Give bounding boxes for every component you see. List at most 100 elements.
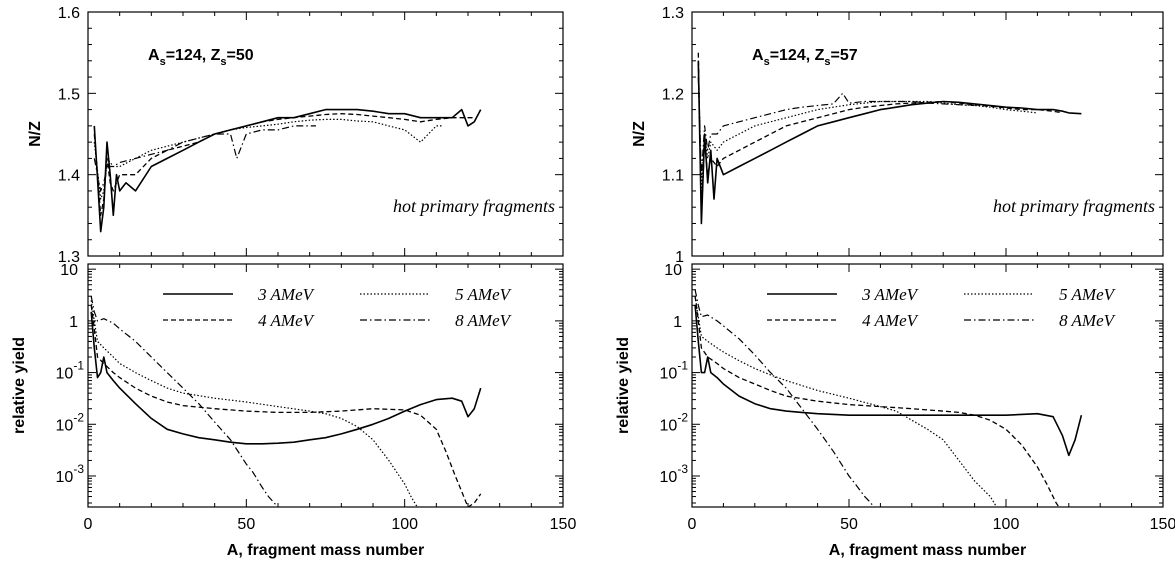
- annotation: hot primary fragments: [993, 196, 1155, 216]
- x-tick-label: 50: [237, 516, 255, 533]
- series-line-8-amev: [694, 289, 875, 507]
- x-tick-label: 100: [993, 516, 1020, 533]
- label-sub-s: s: [220, 56, 226, 68]
- legend-label: 5 AMeV: [1059, 285, 1117, 304]
- y-tick-base: 10: [56, 366, 74, 383]
- y-tick-base: 1: [673, 314, 682, 331]
- label-end: =50: [227, 47, 254, 64]
- legend-label: 8 AMeV: [1059, 311, 1117, 330]
- series-line-8-amev: [90, 296, 279, 507]
- y-axis-label: N/Z: [631, 121, 648, 147]
- y-tick-label: 10-1: [56, 359, 85, 383]
- y-tick-base: 10: [56, 417, 74, 434]
- y-tick-exponent: -1: [677, 359, 688, 373]
- y-tick-label: 10: [60, 262, 78, 279]
- y-tick-base: 1: [69, 314, 78, 331]
- label-sub-s: s: [764, 56, 770, 68]
- y-tick-exponent: -3: [677, 462, 688, 476]
- x-axis-label: A, fragment mass number: [227, 542, 424, 559]
- x-tick-label: 150: [550, 516, 577, 533]
- y-tick-label: 10: [664, 262, 682, 279]
- label-mid: =124, Z: [166, 47, 221, 64]
- y-tick-base: 10: [56, 469, 74, 486]
- series-line-8-amev: [93, 125, 316, 192]
- panel-left-top: 1.3 1.4 1.5 1.6 N/Z hot primary fragments: [27, 5, 564, 266]
- series-line-5-amev: [90, 300, 418, 507]
- y-tick-label: 10-3: [660, 462, 689, 486]
- y-tick-label: 1.5: [58, 86, 80, 103]
- legend-label: 3 AMeV: [257, 285, 316, 304]
- series-line-4-amev: [90, 305, 482, 507]
- x-tick-label: 0: [688, 516, 697, 533]
- y-tick-base: 10: [60, 262, 78, 279]
- y-tick-base: 10: [660, 417, 678, 434]
- y-axis-label: relative yield: [615, 337, 632, 434]
- legend: 3 AMeV 4 AMeV 5 AMeV 8 AMeV: [767, 285, 1117, 330]
- series-line-4-amev: [694, 296, 1060, 507]
- y-tick-label: 1: [675, 249, 684, 266]
- x-tick-label: 0: [84, 516, 93, 533]
- series-line-3-amev: [90, 311, 482, 445]
- series-line-5-amev: [694, 296, 998, 507]
- series-group: [90, 296, 482, 507]
- x-tick-label: 100: [391, 516, 418, 533]
- series-line-3-amev: [697, 60, 1082, 225]
- y-tick-label: 10-2: [660, 410, 689, 434]
- y-tick-label: 1.1: [662, 168, 684, 185]
- y-tick-label: 1.3: [662, 5, 684, 22]
- series-line-5-amev: [697, 60, 1038, 192]
- y-tick-label: 1.3: [58, 249, 80, 266]
- series-line-8-amev: [697, 77, 975, 176]
- y-tick-exponent: -2: [677, 410, 688, 424]
- y-tick-label: 1.4: [58, 168, 80, 185]
- legend-label: 4 AMeV: [862, 311, 920, 330]
- y-axis-label: relative yield: [11, 337, 28, 434]
- label-a: A: [148, 47, 160, 64]
- series-group: [694, 289, 1083, 507]
- label-a: A: [752, 47, 764, 64]
- y-tick-label: 1.2: [662, 86, 684, 103]
- legend-label: 4 AMeV: [258, 311, 316, 330]
- legend: 3 AMeV 4 AMeV 5 AMeV 8 AMeV: [163, 285, 513, 330]
- legend-label: 8 AMeV: [455, 311, 513, 330]
- annotation: hot primary fragments: [393, 196, 555, 216]
- y-tick-label: 1: [673, 314, 682, 331]
- series-line-4-amev: [697, 52, 1063, 216]
- series-group: [93, 108, 482, 233]
- plot-frame: [691, 11, 1164, 257]
- y-tick-label: 1: [69, 314, 78, 331]
- y-tick-label: 10-1: [660, 359, 689, 383]
- panel-label-left: As=124, Zs=50: [148, 47, 254, 68]
- y-tick-exponent: -3: [73, 462, 84, 476]
- y-tick-base: 10: [664, 262, 682, 279]
- y-tick-base: 10: [660, 469, 678, 486]
- y-tick-exponent: -2: [73, 410, 84, 424]
- label-sub-s: s: [160, 56, 166, 68]
- y-tick-base: 10: [660, 366, 678, 383]
- series-group: [697, 52, 1082, 225]
- label-end: =57: [831, 47, 858, 64]
- label-mid: =124, Z: [770, 47, 825, 64]
- x-tick-label: 50: [840, 516, 858, 533]
- series-line-3-amev: [694, 305, 1083, 457]
- x-axis-label: A, fragment mass number: [829, 542, 1026, 559]
- plot-frame: [691, 263, 1164, 508]
- series-line-4-amev: [93, 113, 475, 216]
- series-line-5-amev: [93, 118, 443, 200]
- plot-frame: [87, 263, 564, 508]
- y-tick-label: 10-3: [56, 462, 85, 486]
- label-sub-s: s: [824, 56, 830, 68]
- y-tick-exponent: -1: [73, 359, 84, 373]
- legend-label: 5 AMeV: [455, 285, 513, 304]
- panel-right-top: 1 1.1 1.2 1.3 N/Z hot primary fragments: [631, 5, 1164, 266]
- legend-label: 3 AMeV: [861, 285, 920, 304]
- y-axis-label: N/Z: [27, 121, 44, 147]
- y-tick-label: 1.6: [58, 5, 80, 22]
- x-tick-label: 150: [1150, 516, 1175, 533]
- plot-frame: [87, 11, 564, 257]
- y-tick-label: 10-2: [56, 410, 85, 434]
- panel-label-right: As=124, Zs=57: [752, 47, 858, 68]
